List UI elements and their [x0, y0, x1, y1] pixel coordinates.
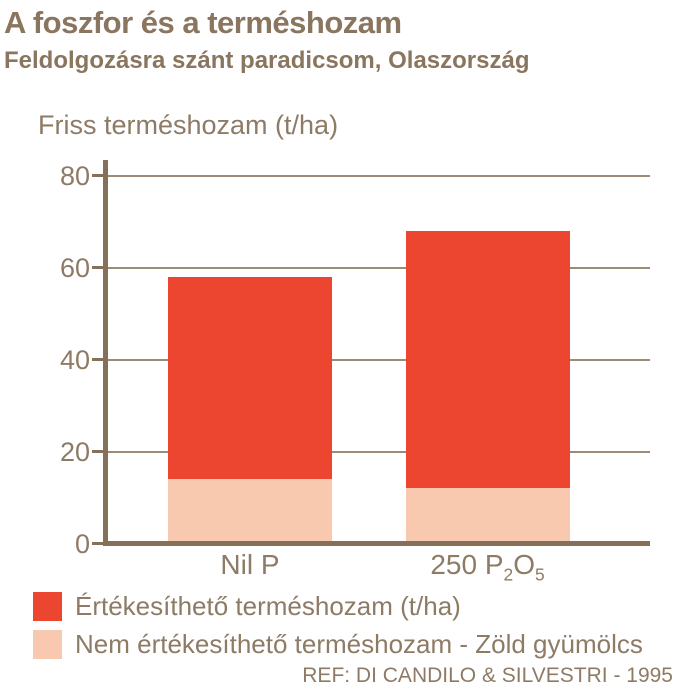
legend-item: Nem értékesíthető terméshozam - Zöld gyü…: [33, 630, 643, 659]
x-axis-line: [103, 541, 650, 546]
y-tick-label: 40: [59, 344, 90, 375]
legend-swatch: [33, 592, 62, 621]
x-axis-label: Nil P: [220, 549, 280, 580]
legend-swatch: [33, 630, 62, 659]
bar-segment: [168, 479, 332, 541]
y-axis-title: Friss terméshozam (t/ha): [38, 110, 339, 140]
y-tick: [92, 266, 104, 269]
gridline: [105, 450, 650, 453]
y-tick: [92, 542, 104, 545]
y-tick: [92, 174, 104, 177]
y-tick-label: 20: [59, 436, 90, 467]
y-tick-label: 60: [59, 252, 90, 283]
chart-title: A foszfor és a terméshozam: [4, 5, 402, 40]
chart-subtitle: Feldolgozásra szánt paradicsom, Olaszors…: [4, 47, 530, 74]
gridline: [105, 174, 650, 177]
reference-text: REF: DI CANDILO & SILVESTRI - 1995: [302, 664, 673, 687]
y-axis-line: [103, 160, 108, 546]
legend-label: Nem értékesíthető terméshozam - Zöld gyü…: [75, 629, 643, 659]
legend: Értékesíthető terméshozam (t/ha) Nem érté…: [33, 592, 643, 659]
legend-item: Értékesíthető terméshozam (t/ha): [33, 592, 643, 621]
bar-segment: [405, 230, 570, 489]
y-tick: [92, 358, 104, 361]
gridline: [105, 358, 650, 361]
y-tick-label: 80: [59, 160, 90, 191]
x-axis-label: 250 P2O5: [430, 549, 545, 585]
gridline: [105, 266, 650, 269]
bar-segment: [405, 488, 570, 541]
bar-segment: [168, 276, 332, 480]
y-tick: [92, 450, 104, 453]
legend-label: Értékesíthető terméshozam (t/ha): [75, 591, 461, 621]
y-tick-label: 0: [74, 528, 90, 559]
